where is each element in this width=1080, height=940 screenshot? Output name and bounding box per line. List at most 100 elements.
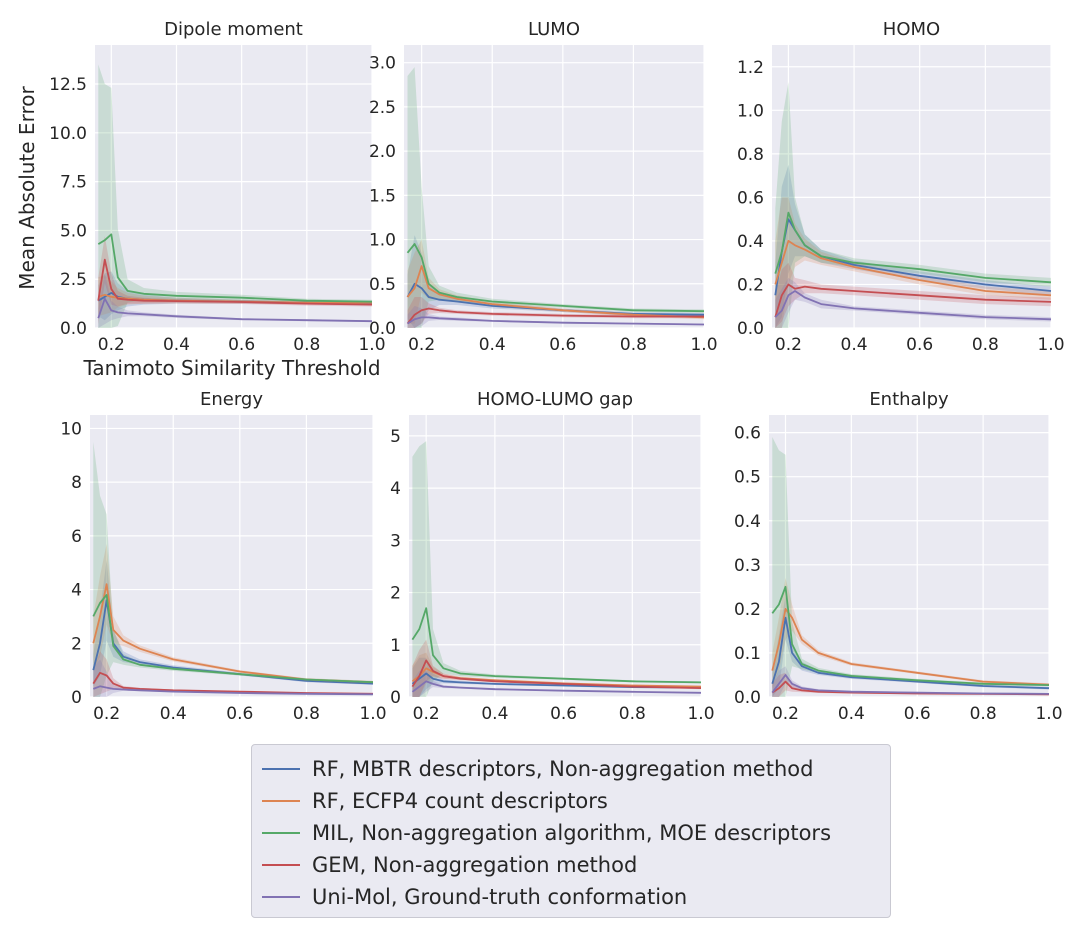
x-tick-label: 0.2	[98, 335, 125, 355]
line-rf-mbtr-descriptors-non-aggregation-method	[411, 672, 702, 689]
plot-area	[95, 45, 372, 328]
y-tick-label: 1	[390, 636, 401, 656]
y-tick-label: 5	[390, 427, 401, 447]
x-tick-label: 0.6	[904, 704, 931, 724]
x-tick-label: 1.0	[690, 335, 717, 355]
x-tick-label: 0.4	[163, 335, 190, 355]
y-tick-label: 0.5	[734, 468, 761, 488]
band-rf-mbtr-descriptors-non-aggregation-method	[98, 271, 373, 321]
y-tick-label: 2	[390, 584, 401, 604]
y-axis-label: Mean Absolute Error	[15, 86, 39, 290]
x-tick-label: 0.6	[906, 335, 933, 355]
legend-swatch-rf-ecfp4	[262, 800, 300, 802]
x-tick-label: 0.4	[479, 335, 506, 355]
legend-swatch-mil	[262, 832, 300, 834]
y-tick-label: 0.6	[737, 188, 764, 208]
y-tick-label: 0.3	[734, 556, 761, 576]
x-tick-label: 0.8	[972, 335, 999, 355]
legend-swatch-unimol	[262, 896, 300, 898]
x-tick-label: 0.8	[619, 704, 646, 724]
plot-area	[409, 415, 701, 697]
band-rf-mbtr-descriptors-non-aggregation-method	[775, 164, 1051, 328]
y-tick-label: 1.2	[737, 58, 764, 78]
plot-area	[772, 45, 1051, 328]
y-tick-label: 5.0	[60, 221, 87, 241]
y-tick-label: 0.0	[734, 688, 761, 708]
y-tick-label: 0.8	[737, 145, 764, 165]
legend-item-rf-ecfp4: RF, ECFP4 count descriptors	[262, 785, 890, 817]
y-tick-label: 1.0	[369, 231, 396, 251]
legend-item-mil: MIL, Non-aggregation algorithm, MOE desc…	[262, 817, 890, 849]
x-tick-label: 0.6	[549, 335, 576, 355]
x-tick-label: 0.2	[93, 704, 120, 724]
x-tick-label: 1.0	[1035, 704, 1062, 724]
y-tick-label: 3	[390, 531, 401, 551]
y-tick-label: 0.0	[369, 319, 396, 339]
band-uni-mol-ground-truth-conformation	[775, 277, 1051, 328]
y-tick-label: 0.2	[737, 275, 764, 295]
y-tick-label: 0	[71, 688, 82, 708]
plot-area	[769, 415, 1049, 697]
legend-label-rf-ecfp4: RF, ECFP4 count descriptors	[312, 789, 608, 813]
panel-title: HOMO-LUMO gap	[477, 389, 633, 410]
panel-dipole-moment: 0.2 0.4 0.6 0.8 1.0 0.0 2.5 5.0 7.5 10.0 12.5 Dipol…	[49, 19, 385, 355]
y-tick-label: 1.0	[737, 101, 764, 121]
x-tick-label: 0.6	[228, 335, 255, 355]
legend-item-unimol: Uni-Mol, Ground-truth conformation	[262, 881, 890, 913]
panel-title: Energy	[200, 389, 263, 410]
y-tick-label: 10.0	[49, 124, 87, 144]
line-mil-non-aggregation-algorithm-moe-descriptors	[406, 243, 705, 313]
x-tick-label: 1.0	[1037, 335, 1064, 355]
line-mil-non-aggregation-algorithm-moe-descriptors	[771, 585, 1050, 686]
y-tick-label: 12.5	[49, 75, 87, 95]
panel-lumo: 0.2 0.4 0.6 0.8 1.0 0.0 0.5 1.0 1.5 2.0 2.5 3.0 LUMO	[369, 19, 718, 355]
panel-energy: 0.2 0.4 0.6 0.8 1.0 0 2 4 6 8 10 Energy	[60, 389, 386, 724]
panel-title: Enthalpy	[869, 389, 949, 410]
line-rf-ecfp4-count-descriptors	[406, 265, 705, 319]
legend-label-rf-mbtr: RF, MBTR descriptors, Non-aggregation me…	[312, 757, 814, 781]
panel-title: HOMO	[883, 19, 940, 40]
y-tick-label: 4	[390, 479, 401, 499]
legend-label-gem: GEM, Non-aggregation method	[312, 853, 638, 877]
legend-swatch-rf-mbtr	[262, 768, 300, 770]
y-tick-label: 0	[390, 688, 401, 708]
x-tick-label: 0.4	[481, 704, 508, 724]
legend-swatch-gem	[262, 864, 300, 866]
plot-area	[404, 45, 704, 328]
y-tick-label: 8	[71, 473, 82, 493]
y-tick-label: 0.4	[734, 512, 761, 532]
line-uni-mol-ground-truth-conformation	[771, 674, 1050, 695]
panel-title: LUMO	[528, 19, 580, 40]
x-tick-label: 0.2	[775, 335, 802, 355]
x-tick-label: 0.8	[620, 335, 647, 355]
line-mil-non-aggregation-algorithm-moe-descriptors	[774, 211, 1052, 284]
line-mil-non-aggregation-algorithm-moe-descriptors	[92, 594, 374, 684]
legend-item-gem: GEM, Non-aggregation method	[262, 849, 890, 881]
y-tick-label: 0.0	[60, 319, 87, 339]
x-tick-label: 0.8	[293, 335, 320, 355]
line-uni-mol-ground-truth-conformation	[97, 297, 373, 323]
y-tick-label: 0.4	[737, 232, 764, 252]
legend: RF, MBTR descriptors, Non-aggregation me…	[251, 744, 891, 918]
legend-label-unimol: Uni-Mol, Ground-truth conformation	[312, 885, 688, 909]
x-tick-label: 0.6	[550, 704, 577, 724]
x-tick-label: 0.2	[413, 704, 440, 724]
y-tick-label: 4	[71, 581, 82, 601]
y-tick-label: 1.5	[369, 186, 396, 206]
band-rf-ecfp4-count-descriptors	[775, 197, 1051, 328]
line-mil-non-aggregation-algorithm-moe-descriptors	[411, 607, 702, 684]
y-tick-label: 10	[60, 419, 82, 439]
line-gem-non-aggregation-method	[774, 283, 1052, 318]
line-uni-mol-ground-truth-conformation	[774, 290, 1052, 321]
y-tick-label: 2.0	[369, 142, 396, 162]
x-tick-label: 0.2	[772, 704, 799, 724]
x-tick-label: 0.4	[160, 704, 187, 724]
y-tick-label: 0.2	[734, 600, 761, 620]
line-uni-mol-ground-truth-conformation	[411, 680, 702, 694]
x-tick-label: 1.0	[358, 335, 385, 355]
x-axis-label: Tanimoto Similarity Threshold	[82, 356, 380, 380]
y-tick-label: 0.5	[369, 275, 396, 295]
legend-label-mil: MIL, Non-aggregation algorithm, MOE desc…	[312, 821, 832, 845]
x-tick-label: 0.2	[408, 335, 435, 355]
